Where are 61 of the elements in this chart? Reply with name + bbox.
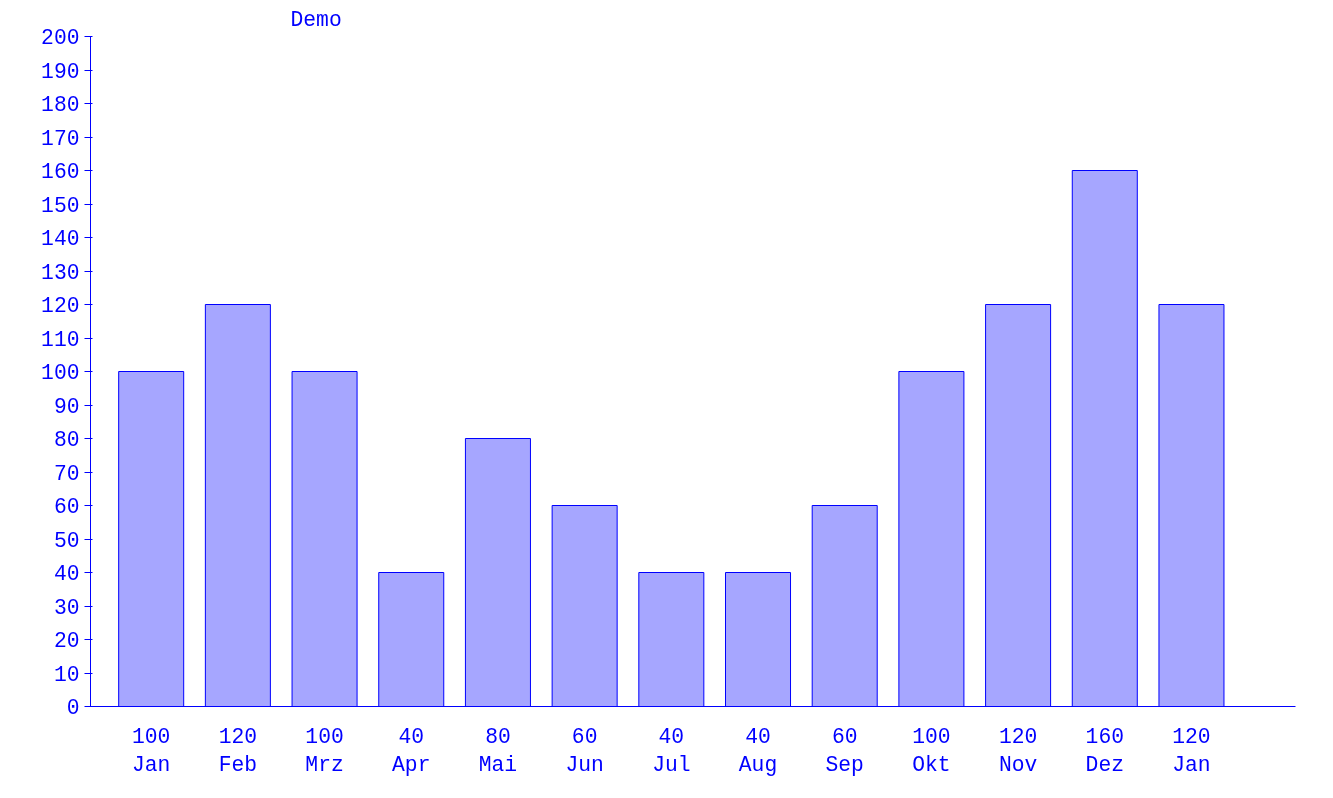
y-tick-label: 70: [53, 461, 80, 486]
x-tick-label: Feb: [218, 753, 258, 778]
bar: [118, 371, 185, 707]
chart-title: Demo: [290, 7, 342, 32]
y-tick-label: 190: [41, 59, 80, 84]
x-tick-label: Jun: [565, 753, 604, 778]
y-tick-label: 110: [41, 327, 80, 352]
y-tick-label: 90: [53, 394, 80, 419]
data-label: 100: [912, 724, 951, 749]
y-tick-label: 30: [53, 595, 80, 620]
data-label: 160: [1085, 724, 1124, 749]
y-tick-label: 180: [41, 93, 80, 117]
y-tick-label: 170: [41, 126, 80, 151]
y-tick-label: 10: [53, 662, 80, 687]
data-label: 40: [398, 724, 425, 749]
y-tick-label: 150: [41, 193, 80, 218]
bar: [638, 572, 705, 707]
x-tick-label: Mai: [478, 753, 518, 778]
x-tick-label: Jul: [652, 753, 691, 778]
bar: [898, 371, 965, 707]
y-tick-label: 140: [41, 227, 80, 251]
y-tick-label: 120: [41, 294, 80, 318]
y-tick-label: 100: [41, 361, 80, 385]
y-tick-label: 40: [53, 562, 80, 586]
x-tick-label: Jan: [1172, 753, 1211, 778]
x-tick-label: Jan: [131, 753, 171, 778]
bar: [378, 572, 445, 707]
y-tick-label: 130: [41, 260, 80, 285]
data-label: 100: [131, 724, 171, 749]
data-label: 120: [218, 724, 258, 749]
data-label: 100: [305, 724, 344, 749]
data-label: 120: [998, 724, 1038, 749]
data-label: 120: [1172, 724, 1211, 749]
bar: [464, 438, 531, 707]
data-label: 40: [745, 724, 771, 749]
data-label: 40: [658, 724, 685, 749]
bar: [985, 304, 1052, 707]
y-tick-label: 200: [41, 26, 80, 50]
x-tick-label: Dez: [1085, 753, 1124, 778]
y-tick-label: 20: [53, 629, 80, 653]
y-tick-label: 80: [53, 428, 80, 452]
data-label: 60: [571, 724, 598, 749]
y-tick-label: 60: [53, 495, 80, 519]
bar: [291, 371, 358, 707]
x-tick-label: Sep: [825, 753, 864, 778]
bar: [811, 505, 878, 707]
bar: [204, 304, 271, 707]
y-tick-label: 50: [53, 528, 80, 553]
bar: [1158, 304, 1225, 707]
y-tick-label: 0: [66, 696, 80, 720]
x-tick-label: Mrz: [305, 753, 344, 778]
bar: [551, 505, 618, 707]
x-tick-label: Okt: [912, 753, 951, 778]
bar: [725, 572, 792, 707]
data-label: 80: [485, 724, 511, 749]
y-tick-label: 160: [41, 160, 80, 184]
bar: [1071, 170, 1138, 707]
data-label: 60: [831, 724, 858, 749]
x-tick-label: Apr: [392, 753, 431, 778]
x-tick-label: Aug: [738, 753, 778, 778]
x-tick-label: Nov: [998, 753, 1038, 778]
